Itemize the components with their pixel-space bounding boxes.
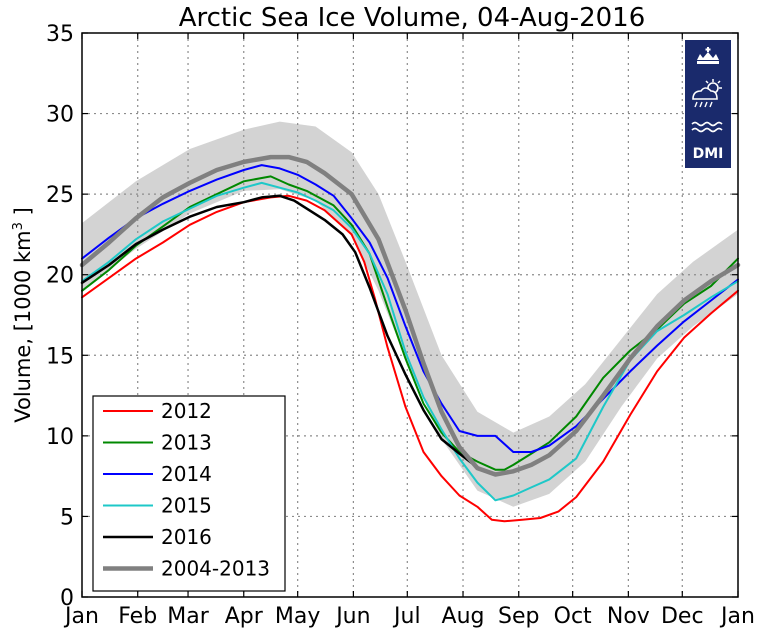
x-tick-label: Aug [442,604,485,629]
y-axis-label-end: ] [11,207,35,222]
y-tick-label: 15 [46,344,74,369]
waves-icon [691,121,723,133]
x-tick-label: Dec [661,604,704,629]
series-line-2012 [81,194,739,523]
x-tick-label: Jul [392,604,421,629]
y-axis-label-main: Volume, [1000 km [11,230,35,422]
y-tick-label: 0 [60,586,74,611]
x-tick-label: Mar [167,604,209,629]
legend-label-2015: 2015 [161,494,212,518]
legend-items: 2012 2013 2014 2015 2016 2004-2013 [103,399,270,581]
legend-label-2013: 2013 [161,431,212,455]
x-tick-label: Nov [607,604,650,629]
crown-icon [697,47,719,64]
y-tick-label: 35 [46,22,74,47]
dmi-logo-text: DMI [693,146,724,162]
y-axis-label: Volume, [1000 km3 ] [11,207,35,423]
legend-box [92,395,286,592]
series-line-2015 [81,181,739,502]
x-tick-label: May [275,604,320,629]
y-tick-label: 10 [46,425,74,450]
y-tick-layer: 0 5 10 15 20 25 30 35 [46,22,738,611]
range-band [82,121,738,507]
legend-label-2004-2013: 2004-2013 [161,557,270,581]
x-tick-label: Oct [554,604,592,629]
legend: 2012 2013 2014 2015 2016 2004-2013 [92,395,286,592]
chart-title: Arctic Sea Ice Volume, 04-Aug-2016 [179,3,646,33]
x-tick-label: Jan [719,604,755,629]
series-layer [79,154,741,523]
x-tick-label: Apr [225,604,264,629]
series-line-2004-2013 [79,154,741,477]
range-band-layer [82,121,738,507]
x-tick-label: Feb [118,604,157,629]
series-line-2016 [80,194,474,465]
legend-label-2016: 2016 [161,525,212,549]
dmi-logo: DMI [685,40,731,168]
x-tick-label: Sep [498,604,539,629]
x-tick-label: Jun [334,604,370,629]
plot-frame [81,32,739,598]
y-tick-label: 20 [46,264,74,289]
x-tick-label: Jan [63,604,99,629]
legend-label-2012: 2012 [161,399,212,423]
legend-label-2014: 2014 [161,462,212,486]
y-axis-label-superscript: 3 [11,222,26,230]
y-tick-label: 5 [60,505,74,530]
weather-icon [692,79,722,108]
y-tick-label: 25 [46,183,74,208]
y-tick-label: 30 [46,103,74,128]
x-tick-layer: Jan Feb Mar Apr May Jun Jul Aug Sep Oct Nov Dec Jan [63,33,755,629]
series-line-2013 [81,175,739,471]
